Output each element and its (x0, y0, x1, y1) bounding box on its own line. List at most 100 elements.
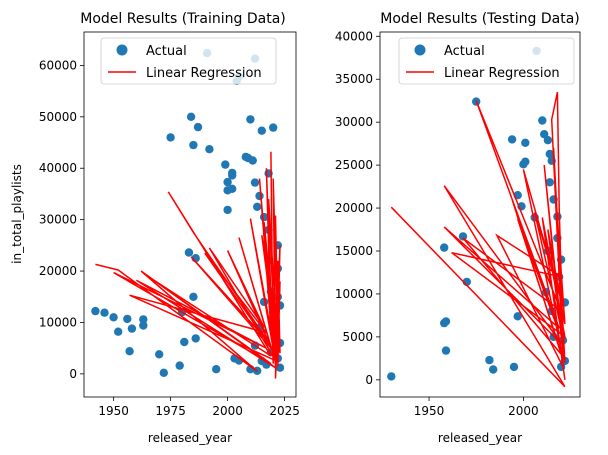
x-tick-label: 1950 (414, 404, 445, 418)
data-point (540, 130, 549, 139)
data-point (250, 178, 260, 187)
y-tick-label: 60000 (39, 58, 77, 72)
data-point (246, 115, 255, 124)
x-tick-label: 2000 (212, 404, 243, 418)
legend-marker-actual (414, 44, 426, 56)
legend-testing: Actual Linear Regression (398, 37, 575, 85)
legend-box-testing (398, 37, 575, 85)
data-point (253, 202, 262, 211)
data-point (521, 138, 530, 147)
plot-area-testing (387, 46, 570, 388)
x-axis-label-testing: released_year (438, 431, 522, 445)
data-point (123, 314, 132, 324)
data-point (191, 334, 200, 343)
y-tick-label: 35000 (335, 72, 373, 86)
data-point (458, 232, 468, 241)
data-point (139, 315, 148, 324)
y-axis-label-training: in_total_playlists (10, 164, 24, 264)
data-point (255, 191, 264, 201)
y-tick-label: 10000 (335, 287, 373, 301)
data-point (485, 355, 494, 365)
legend-entry-regression: Linear Regression (146, 66, 262, 81)
data-point (441, 346, 451, 355)
x-tick-label: 2000 (508, 404, 539, 418)
data-point (109, 313, 118, 322)
data-point (184, 248, 194, 257)
y-tick-label: 40000 (39, 161, 77, 175)
data-point (441, 317, 451, 326)
data-point (127, 324, 137, 333)
legend-entry-regression: Linear Regression (444, 66, 560, 81)
x-tick-label: 1950 (98, 404, 129, 418)
data-point (387, 372, 396, 381)
data-point (489, 365, 498, 374)
x-tick-label: 1975 (155, 404, 186, 418)
data-point (223, 177, 232, 187)
chart-testing: Model Results (Testing Data) 1950 2000050… (335, 11, 581, 445)
y-tick-label: 40000 (335, 29, 373, 43)
data-point (545, 149, 554, 159)
chart-training: Model Results (Training Data) 1950 1975 20… (10, 11, 300, 445)
data-point (228, 184, 237, 193)
data-point (221, 160, 230, 169)
axes-frame-training (83, 31, 297, 398)
data-point (189, 140, 198, 150)
axes-ticks-training: 1950 1975 2000 2025 0 10000 20000 30000 40000 500… (39, 58, 300, 418)
plot-area-training (91, 48, 285, 379)
data-point (521, 157, 530, 166)
legend-box-training (100, 37, 277, 85)
chart-title-testing: Model Results (Testing Data) (380, 11, 580, 27)
data-point (228, 171, 237, 180)
data-point (513, 312, 522, 321)
data-point (538, 116, 547, 125)
y-tick-label: 20000 (335, 201, 373, 215)
data-point (175, 361, 184, 370)
data-point (275, 363, 285, 372)
data-point (189, 292, 198, 301)
data-point (234, 356, 244, 365)
y-tick-label: 25000 (335, 158, 373, 172)
data-point (180, 337, 189, 347)
regression-line (95, 151, 281, 379)
y-tick-label: 10000 (39, 315, 77, 329)
data-point (543, 136, 553, 145)
data-point (193, 122, 203, 132)
y-tick-label: 30000 (335, 115, 373, 129)
data-point (212, 365, 221, 374)
x-axis-label-training: released_year (148, 431, 232, 445)
data-point (159, 368, 168, 377)
data-point (114, 327, 123, 336)
data-point (155, 350, 164, 359)
data-point (509, 362, 519, 372)
data-point (91, 306, 100, 316)
axes-ticks-testing: 1950 200005000100001500020000250003000035… (335, 29, 539, 418)
y-tick-label: 20000 (39, 264, 77, 278)
legend-entry-actual: Actual (146, 44, 187, 59)
axes-frame-testing (379, 31, 581, 398)
data-point (100, 308, 109, 317)
data-point (125, 347, 134, 356)
legend-entry-actual: Actual (444, 44, 485, 59)
x-tick-label: 2025 (269, 404, 300, 418)
data-point (248, 156, 257, 165)
data-point (205, 145, 214, 154)
data-point (186, 112, 196, 122)
data-point (166, 133, 175, 142)
legend-marker-actual (116, 44, 128, 56)
data-point (545, 178, 554, 187)
regression-line (390, 91, 566, 388)
chart-title-training: Model Results (Training Data) (80, 11, 286, 27)
data-point (269, 123, 278, 132)
data-point (507, 135, 517, 144)
y-tick-label: 5000 (342, 330, 373, 344)
legend-training: Actual Linear Regression (100, 37, 277, 85)
data-point (139, 321, 148, 330)
data-point (440, 243, 449, 252)
y-tick-label: 30000 (39, 213, 77, 227)
y-tick-label: 0 (69, 367, 77, 381)
y-tick-label: 0 (365, 373, 373, 387)
data-point (223, 205, 232, 215)
y-tick-label: 15000 (335, 244, 373, 258)
data-point (257, 126, 266, 135)
